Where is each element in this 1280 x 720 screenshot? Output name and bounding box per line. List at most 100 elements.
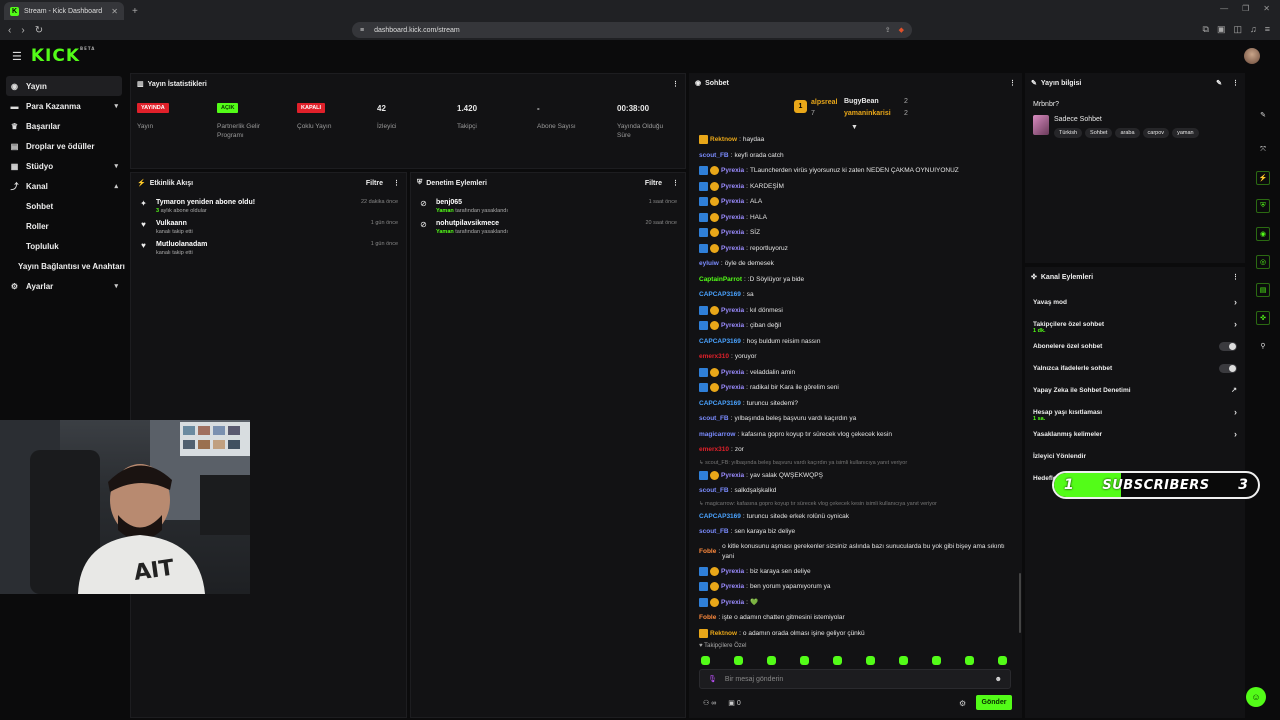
more-icon[interactable]: ⋮ — [1232, 274, 1239, 281]
sidebar-item-studyo[interactable]: ▦ Stüdyo ▾ — [0, 156, 128, 176]
chat-username[interactable]: magicarrow — [699, 430, 736, 438]
music-icon[interactable]: ♫ — [1249, 24, 1257, 34]
more-icon[interactable]: ⋮ — [1009, 80, 1016, 87]
chat-username[interactable]: scout_FB — [699, 151, 729, 159]
wrench-icon[interactable]: ✜ — [1256, 311, 1270, 325]
chat-input[interactable]: 🎙 Bir mesaj gönderin ☻ — [699, 669, 1011, 689]
wallet-icon[interactable]: ◫ — [1233, 24, 1242, 34]
tag[interactable]: araba — [1115, 128, 1140, 138]
chat-username[interactable]: Pyrexia — [721, 583, 745, 591]
chat-settings-icon[interactable]: ⚙ — [959, 699, 967, 708]
action-raid[interactable]: İzleyici Yönlendir — [1025, 445, 1245, 467]
reload-icon[interactable]: ↻ — [34, 24, 44, 36]
pencil-icon[interactable]: ✎ — [1260, 112, 1266, 119]
top-user-2[interactable]: BugyBean — [844, 98, 879, 105]
emote-icon[interactable] — [932, 656, 941, 665]
more-icon[interactable]: ⋮ — [672, 81, 679, 88]
box-counter[interactable]: ▣ 0 — [728, 699, 740, 707]
minimize-icon[interactable]: — — [1220, 4, 1229, 13]
sidebar-toggle-icon[interactable]: ▣ — [1216, 24, 1226, 34]
filter-button[interactable]: Filtre — [644, 179, 662, 187]
chat-username[interactable]: Pyrexia — [721, 167, 745, 175]
info-icon[interactable]: ▤ — [1256, 283, 1270, 297]
emote-icon[interactable] — [965, 656, 974, 665]
emoji-icon[interactable]: ☻ — [994, 675, 1002, 683]
chat-placeholder[interactable]: Bir mesaj gönderin — [724, 675, 784, 683]
action-subscribers-only[interactable]: Abonelere özel sohbet — [1025, 335, 1245, 357]
chat-username[interactable]: CAPCAP3169 — [699, 399, 741, 407]
chat-username[interactable]: Pyrexia — [721, 368, 745, 376]
avatar[interactable] — [1244, 48, 1260, 64]
url-text[interactable]: dashboard.kick.com/stream — [374, 26, 460, 34]
mic-icon[interactable]: 🎙 — [708, 676, 717, 683]
new-tab-icon[interactable]: + — [132, 6, 138, 17]
chat-username[interactable]: Rektnow — [710, 629, 738, 637]
sidebar-item-kanal[interactable]: ⤴ Kanal ▴ — [0, 176, 128, 196]
more-icon[interactable]: ⋮ — [393, 180, 400, 187]
sidebar-item-yayin-baglantisi[interactable]: Yayın Bağlantısı ve Anahtarı — [0, 256, 128, 276]
chat-username[interactable]: eyluiw — [699, 260, 719, 268]
tag[interactable]: carpov — [1142, 128, 1170, 138]
emote-icon[interactable] — [833, 656, 842, 665]
tag[interactable]: Sohbet — [1085, 128, 1113, 138]
chat-username[interactable]: emerx310 — [699, 446, 729, 454]
sidebar-item-ayarlar[interactable]: ⚙ Ayarlar ▾ — [0, 276, 128, 296]
share-icon[interactable]: ⇪ — [884, 27, 891, 34]
browser-tab[interactable]: K Stream - Kick Dashboard ✕ — [4, 2, 124, 20]
chat-username[interactable]: CAPCAP3169 — [699, 291, 741, 299]
chat-username[interactable]: scout_FB — [699, 415, 729, 423]
back-icon[interactable]: ‹ — [8, 24, 12, 36]
sidebar-item-droplar[interactable]: ▤ Droplar ve ödüller — [0, 136, 128, 156]
bolt-icon[interactable]: ⚡ — [1256, 171, 1270, 185]
broadcast-icon[interactable]: ◎ — [1256, 255, 1270, 269]
emote-icon[interactable] — [734, 656, 743, 665]
chat-username[interactable]: scout_FB — [699, 528, 729, 536]
chat-username[interactable]: Pyrexia — [721, 471, 745, 479]
chat-username[interactable]: CAPCAP3169 — [699, 337, 741, 345]
chat-username[interactable]: Pyrexia — [721, 598, 745, 606]
send-button[interactable]: Gönder — [976, 695, 1012, 710]
top-user-3[interactable]: yamaninkarisi — [844, 110, 891, 117]
chat-username[interactable]: Pyrexia — [721, 229, 745, 237]
menu-icon[interactable]: ≡ — [1264, 24, 1270, 34]
tag[interactable]: yaman — [1172, 128, 1199, 138]
chat-username[interactable]: Pyrexia — [721, 384, 745, 392]
close-window-icon[interactable]: ✕ — [1263, 4, 1270, 13]
chat-username[interactable]: Foble — [699, 614, 717, 622]
chat-scrollbar[interactable] — [1019, 573, 1021, 633]
emote-icon[interactable] — [998, 656, 1007, 665]
share-icon[interactable]: ⚲ — [1260, 343, 1266, 350]
chat-username[interactable]: Pyrexia — [721, 182, 745, 190]
sidebar-item-basarilar[interactable]: ♛ Başarılar — [0, 116, 128, 136]
emote-icon[interactable] — [701, 656, 710, 665]
expand-icon[interactable]: ⤧ — [1260, 146, 1266, 153]
shield-icon[interactable]: ⛨ — [1256, 199, 1270, 213]
close-tab-icon[interactable]: ✕ — [111, 6, 118, 16]
chat-username[interactable]: Pyrexia — [721, 567, 745, 575]
action-slow-mode[interactable]: Yavaş mod › — [1025, 291, 1245, 313]
site-info-icon[interactable]: ≡ — [360, 26, 365, 34]
sidebar-item-yayin[interactable]: ◉ Yayın — [6, 76, 122, 96]
sidebar-item-roller[interactable]: Roller — [0, 216, 128, 236]
chat-username[interactable]: Pyrexia — [721, 213, 745, 221]
action-followers-only[interactable]: Takipçilere özel sohbet 1 dk. › — [1025, 313, 1245, 335]
hamburger-icon[interactable]: ☰ — [12, 50, 22, 63]
pin-icon[interactable]: ▼ — [851, 124, 858, 131]
tag[interactable]: Türkish — [1054, 128, 1083, 138]
chat-username[interactable]: Pyrexia — [721, 306, 745, 314]
sidebar-item-para-kazanma[interactable]: ▬ Para Kazanma ▾ — [0, 96, 128, 116]
extensions-icon[interactable]: ⧉ — [1202, 24, 1209, 34]
chat-username[interactable]: Foble — [699, 547, 717, 555]
shield-icon[interactable]: ◆ — [898, 27, 904, 34]
emote-icon[interactable] — [767, 656, 776, 665]
action-ai-moderation[interactable]: Yapay Zeka ile Sohbet Denetimi ↗ — [1025, 379, 1245, 401]
emote-icon[interactable] — [866, 656, 875, 665]
forward-icon[interactable]: › — [21, 24, 25, 36]
chat-username[interactable]: Pyrexia — [721, 322, 745, 330]
users-counter[interactable]: ⚇ ∞ — [703, 699, 716, 707]
toggle-switch[interactable] — [1219, 341, 1237, 351]
chat-icon[interactable]: ◉ — [1256, 227, 1270, 241]
action-emotes-only[interactable]: Yalnızca ifadelerle sohbet — [1025, 357, 1245, 379]
toggle-switch[interactable] — [1219, 363, 1237, 373]
chat-username[interactable]: Pyrexia — [721, 244, 745, 252]
